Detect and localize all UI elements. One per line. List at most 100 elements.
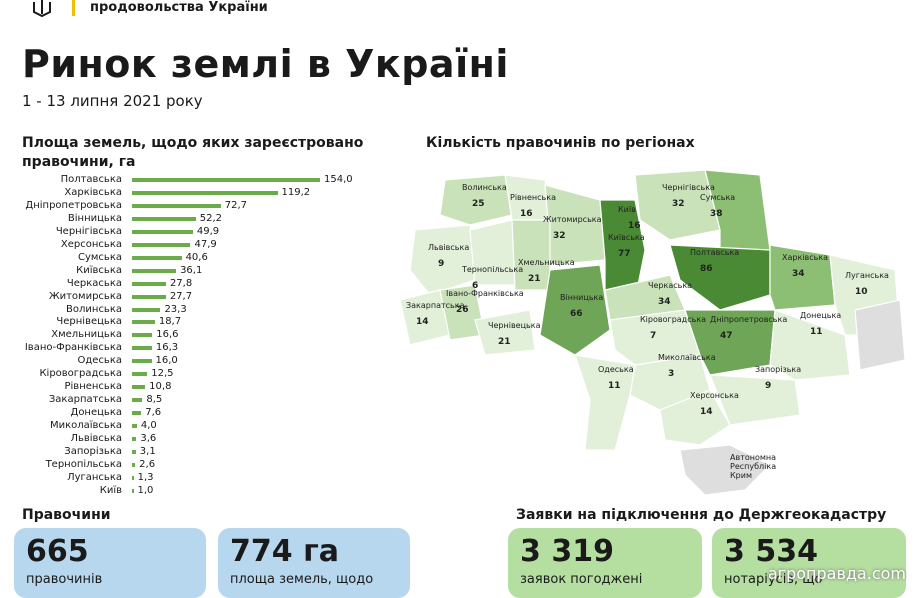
region-occupied-east bbox=[854, 299, 906, 371]
bar-value-label: 10,8 bbox=[149, 381, 172, 393]
map-region-name: Тернопільська bbox=[461, 265, 523, 274]
map-region-name: Хмельницька bbox=[518, 258, 575, 267]
region-dnipropetrovska bbox=[684, 309, 776, 376]
bar-value-label: 36,1 bbox=[180, 264, 203, 276]
bar-value-label: 52,2 bbox=[199, 212, 222, 224]
map-region-value: 38 bbox=[710, 209, 723, 219]
chart-title-line-1: Площа земель, щодо яких зареєстровано bbox=[22, 135, 364, 151]
bar-value-label: 49,9 bbox=[196, 225, 220, 237]
map-region-name: Дніпропетровська bbox=[710, 315, 787, 324]
bar bbox=[132, 203, 221, 208]
bar-value-label: 16,6 bbox=[156, 329, 179, 341]
bar-category-label: Рівненська bbox=[64, 381, 123, 393]
bar bbox=[132, 385, 146, 390]
deals-count-value: 665 bbox=[26, 534, 89, 569]
bar-category-label: Вінницька bbox=[67, 212, 122, 224]
map-region-name: Івано-Франківська bbox=[446, 289, 524, 298]
bar-category-label: Полтавська bbox=[60, 174, 122, 185]
map-region-name: Донецька bbox=[800, 311, 841, 320]
map-region-name: Кіровоградська bbox=[640, 315, 706, 324]
map-region-name: Миколаївська bbox=[658, 353, 716, 362]
region-poltavska bbox=[669, 244, 771, 311]
map-region-value: 11 bbox=[810, 327, 823, 337]
map-region-name: Херсонська bbox=[690, 391, 739, 400]
bar-value-label: 40,6 bbox=[185, 251, 208, 263]
region-donetska bbox=[769, 309, 851, 381]
bar-category-label: Чернігівська bbox=[55, 225, 122, 237]
bar bbox=[132, 268, 177, 273]
map-region-value: 21 bbox=[498, 337, 511, 347]
notaries-card: 3 534 нотаріусів, що bbox=[712, 528, 906, 598]
area-value: 774 га bbox=[230, 534, 339, 569]
bar bbox=[132, 346, 152, 351]
map-region-value: 11 bbox=[608, 381, 621, 391]
approved-applications-caption: заявок погоджені bbox=[520, 572, 643, 587]
map-region-name: Луганська bbox=[845, 271, 889, 280]
region-kharkivska bbox=[769, 244, 836, 311]
bar bbox=[132, 372, 148, 377]
map-region-value: 9 bbox=[765, 381, 771, 391]
region-lvivska bbox=[409, 224, 476, 296]
bar bbox=[132, 229, 193, 234]
bar-value-label: 1,0 bbox=[137, 484, 154, 496]
bar bbox=[132, 255, 182, 260]
map-region-value: 47 bbox=[720, 331, 733, 341]
map-region-value: 86 bbox=[700, 264, 713, 274]
bar-category-label: Кіровоградська bbox=[39, 368, 122, 380]
bar-value-label: 1,3 bbox=[137, 471, 154, 483]
region-zhytomyrska bbox=[544, 184, 606, 266]
map-region-value: 16 bbox=[520, 209, 533, 219]
bar bbox=[132, 488, 134, 493]
map-region-value: 66 bbox=[570, 309, 583, 319]
map-region-name: Одеська bbox=[598, 365, 634, 374]
map-region-value: 26 bbox=[456, 305, 469, 315]
bar-category-label: Київ bbox=[99, 484, 122, 496]
region-volynska bbox=[439, 174, 513, 226]
bar bbox=[132, 216, 196, 221]
deals-title: Правочини bbox=[22, 507, 111, 523]
notaries-value: 3 534 bbox=[724, 534, 818, 569]
bar-category-label: Тернопільська bbox=[45, 458, 122, 470]
map-region-value: 32 bbox=[553, 231, 566, 241]
bar-value-label: 47,9 bbox=[194, 238, 217, 250]
map-region-name: Закарпатська bbox=[406, 301, 465, 310]
bar-value-label: 16,0 bbox=[155, 355, 178, 367]
bar bbox=[132, 475, 134, 480]
map-region-value: 34 bbox=[658, 297, 671, 307]
bar bbox=[132, 190, 278, 195]
bar-value-label: 2,6 bbox=[139, 458, 156, 470]
bar bbox=[132, 281, 166, 286]
bar bbox=[132, 178, 320, 182]
map-region-name: Чернівецька bbox=[488, 321, 541, 330]
bar-category-label: Харківська bbox=[64, 186, 122, 198]
map-region-name: Волинська bbox=[462, 183, 507, 192]
area-card: 774 га площа земель, щодо bbox=[218, 528, 410, 598]
map-region-name: Київ bbox=[618, 205, 636, 214]
chart-title-line-2: правочини, га bbox=[22, 154, 136, 170]
map-region-value: 3 bbox=[668, 369, 674, 379]
bar-category-label: Київська bbox=[76, 264, 122, 276]
region-zaporizka bbox=[709, 374, 801, 426]
bar-category-label: Одеська bbox=[77, 355, 123, 367]
region-odeska bbox=[574, 354, 636, 451]
coat-of-arms-icon bbox=[33, 0, 51, 18]
map-region-value: 14 bbox=[416, 317, 429, 327]
map-region-value: 7 bbox=[650, 331, 656, 341]
map-region-name: Харківська bbox=[782, 253, 828, 262]
map-region-name: Черкаська bbox=[648, 281, 692, 290]
bar-category-label: Івано-Франківська bbox=[24, 342, 122, 354]
bar bbox=[132, 320, 155, 325]
map-region-name: Запорізька bbox=[755, 365, 801, 374]
map-region-name: Житомирська bbox=[543, 215, 602, 224]
bar-category-label: Херсонська bbox=[60, 238, 122, 250]
bar bbox=[132, 359, 152, 364]
map-region-value: 77 bbox=[618, 249, 631, 259]
bar-value-label: 27,7 bbox=[169, 290, 193, 302]
bar-category-label: Сумська bbox=[77, 251, 122, 263]
map-region-name: Крим bbox=[730, 471, 752, 480]
bar bbox=[132, 242, 191, 247]
header-separator bbox=[72, 0, 75, 16]
bar-chart: Полтавська 154,0 Харківська 119,2 Дніпропетр… bbox=[0, 0, 420, 585]
map-region-value: 14 bbox=[700, 407, 713, 417]
bar bbox=[132, 333, 153, 338]
